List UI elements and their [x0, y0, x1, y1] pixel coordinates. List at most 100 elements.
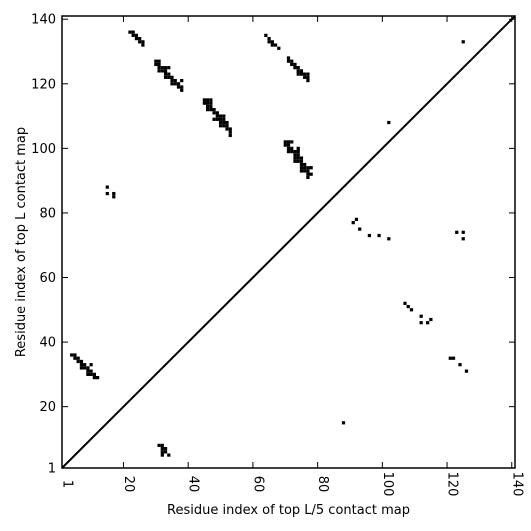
- contact-point-upper: [299, 162, 304, 167]
- contact-point-upper: [205, 98, 210, 102]
- contact-point-lower: [354, 217, 359, 222]
- contact-point-upper: [290, 62, 294, 67]
- contact-point-upper: [154, 62, 158, 67]
- contact-point-upper: [293, 153, 297, 157]
- y-tick-label: 140: [31, 13, 56, 28]
- contact-point-lower: [409, 308, 414, 312]
- contact-point-upper: [296, 156, 300, 160]
- contact-point-upper: [306, 169, 310, 173]
- contact-point-upper: [205, 108, 210, 112]
- contact-point-upper: [286, 146, 291, 150]
- contact-point-upper: [264, 33, 268, 37]
- contact-point-upper: [128, 30, 132, 34]
- contact-point-upper: [306, 72, 310, 76]
- x-tick-label: 40: [186, 476, 201, 493]
- contact-point-upper: [141, 40, 145, 44]
- contact-point-upper: [134, 33, 139, 37]
- contact-point-upper: [286, 143, 291, 147]
- contact-point-upper: [209, 98, 213, 102]
- contact-point-upper: [112, 195, 116, 199]
- contact-point-upper: [222, 120, 226, 125]
- contact-point-lower: [76, 359, 80, 364]
- contact-point-lower: [92, 375, 96, 380]
- contact-point-upper: [228, 127, 232, 131]
- contact-point-upper: [296, 153, 300, 157]
- contact-point-upper: [270, 40, 274, 44]
- contact-point-upper: [176, 82, 181, 86]
- contact-point-lower: [167, 453, 171, 457]
- contact-point-upper: [138, 36, 142, 41]
- contact-point-upper: [167, 66, 171, 70]
- contact-point-upper: [222, 117, 226, 121]
- contact-point-lower: [79, 366, 84, 370]
- contact-point-upper: [170, 78, 174, 83]
- contact-point-lower: [160, 453, 164, 457]
- contact-point-upper: [180, 85, 184, 89]
- contact-point-upper: [296, 149, 300, 154]
- contact-point-upper: [228, 133, 232, 138]
- y-tick-label: 100: [31, 142, 56, 157]
- contact-point-upper: [267, 36, 271, 41]
- contact-point-upper: [157, 69, 161, 73]
- contact-point-upper: [299, 156, 304, 160]
- contact-point-lower: [92, 372, 96, 376]
- contact-point-upper: [299, 72, 304, 76]
- contact-point-upper: [299, 69, 304, 73]
- contact-point-upper: [160, 66, 164, 70]
- contact-point-lower: [160, 447, 164, 451]
- contact-point-upper: [138, 40, 142, 44]
- contact-point-upper: [286, 56, 291, 60]
- contact-point-lower: [86, 372, 90, 376]
- contact-point-lower: [86, 369, 90, 373]
- contact-point-upper: [267, 40, 271, 44]
- contact-point-upper: [293, 156, 297, 160]
- contact-point-upper: [387, 120, 391, 125]
- contact-point-lower: [377, 233, 381, 238]
- contact-point-upper: [173, 82, 177, 86]
- contact-point-upper: [290, 140, 294, 144]
- contact-point-upper: [163, 69, 168, 73]
- contact-point-upper: [163, 66, 168, 70]
- diagonal-line: [61, 15, 516, 469]
- y-tick-label: 60: [39, 271, 56, 286]
- contact-point-upper: [303, 72, 307, 76]
- contact-point-upper: [112, 191, 116, 196]
- contact-point-lower: [419, 314, 423, 318]
- contact-point-upper: [215, 111, 219, 115]
- contact-point-upper: [202, 101, 206, 105]
- contact-point-upper: [306, 75, 310, 79]
- y-tick-label: 1: [48, 462, 56, 477]
- contact-point-upper: [309, 166, 313, 170]
- contact-point-upper: [209, 108, 213, 112]
- contact-point-upper: [296, 159, 300, 163]
- contact-point-upper: [157, 62, 161, 67]
- contact-point-upper: [299, 169, 304, 173]
- contact-point-upper: [218, 120, 223, 125]
- contact-point-upper: [299, 166, 304, 170]
- contact-point-lower: [341, 421, 346, 425]
- contact-point-upper: [283, 140, 287, 144]
- contact-point-upper: [134, 36, 139, 41]
- contact-point-lower: [163, 450, 168, 454]
- contact-point-upper: [283, 143, 287, 147]
- contact-point-upper: [293, 62, 297, 67]
- contact-point-upper: [225, 124, 229, 128]
- contact-point-upper: [205, 101, 210, 105]
- contact-point-upper: [173, 78, 177, 83]
- x-axis-label: Residue index of top L/5 contact map: [167, 503, 410, 518]
- y-tick-label: 20: [39, 400, 56, 415]
- contact-points: [70, 30, 469, 457]
- contact-point-upper: [303, 75, 307, 79]
- contact-point-upper: [296, 72, 300, 76]
- y-tick-label: 120: [31, 77, 56, 92]
- contact-point-upper: [215, 114, 219, 118]
- contact-point-lower: [79, 363, 84, 367]
- contact-point-upper: [167, 72, 171, 76]
- contact-point-lower: [83, 363, 87, 367]
- contact-point-upper: [218, 124, 223, 128]
- contact-point-upper: [225, 120, 229, 125]
- plot-frame: [61, 15, 516, 469]
- contact-point-upper: [170, 82, 174, 86]
- contact-point-lower: [461, 237, 465, 241]
